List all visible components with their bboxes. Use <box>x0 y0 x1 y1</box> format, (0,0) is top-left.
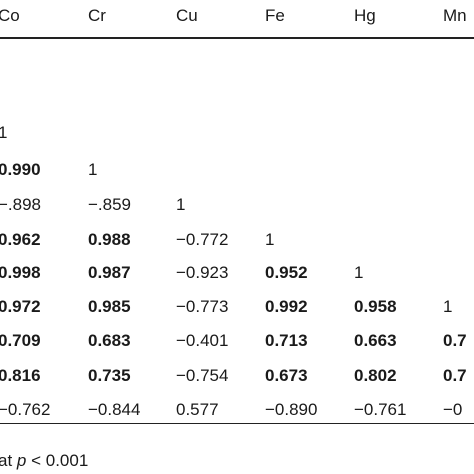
table-cell: −0.401 <box>176 331 229 350</box>
table-cell: 1 <box>265 230 275 249</box>
table-cell: 0.990 <box>0 160 41 179</box>
table-cell: −0.772 <box>176 230 229 249</box>
table-cell: −0.890 <box>265 400 318 419</box>
table-cell: −0.761 <box>354 400 407 419</box>
table-cell: 0.972 <box>0 297 41 316</box>
table-cell: −.898 <box>0 195 42 214</box>
column-header: Fe <box>265 6 285 25</box>
table-cell: 0.816 <box>0 366 41 385</box>
table-cell: 1 <box>354 263 364 282</box>
header-rule <box>0 37 474 39</box>
table-cell: −0.773 <box>176 297 229 316</box>
table-cell: 0.663 <box>354 331 397 350</box>
table-cell: 1 <box>443 297 453 316</box>
table-cell: −.859 <box>88 195 132 214</box>
table-cell: 0.673 <box>265 366 308 385</box>
table-cell: 1 <box>0 123 8 142</box>
footnote-italic: p <box>16 451 27 470</box>
table-cell: 0.962 <box>0 230 41 249</box>
table-cell: 0.802 <box>354 366 397 385</box>
table-cell: 0.958 <box>354 297 397 316</box>
footnote-text: at <box>0 451 13 470</box>
table-cell: 1 <box>88 160 98 179</box>
column-header: Cu <box>176 6 198 25</box>
column-header: Hg <box>354 6 376 25</box>
table-cell: 0.952 <box>265 263 308 282</box>
column-header: Mn <box>443 6 467 25</box>
table-cell: 0.713 <box>265 331 308 350</box>
table-cell: 0.985 <box>88 297 131 316</box>
table-cell: −0.844 <box>88 400 141 419</box>
table-cell: 0.735 <box>88 366 131 385</box>
table-cell: −0 <box>443 400 463 419</box>
table-cell: 0.992 <box>265 297 308 316</box>
column-header: Cr <box>88 6 106 25</box>
table-cell: 0.683 <box>88 331 131 350</box>
table-cell: 0.577 <box>176 400 219 419</box>
footnote-text: < 0.001 <box>26 451 89 470</box>
footnote: at p < 0.001 <box>0 451 88 471</box>
table-cell: 0.709 <box>0 331 41 350</box>
table-cell: 0.987 <box>88 263 131 282</box>
table-cell: 1 <box>176 195 186 214</box>
table-cell: 0.998 <box>0 263 41 282</box>
bottom-rule <box>0 423 474 424</box>
table-cell: 0.7 <box>443 331 467 350</box>
table-cell: −0.754 <box>176 366 229 385</box>
table-cell: −0.923 <box>176 263 229 282</box>
column-header: Co <box>0 6 20 25</box>
table-cell: 0.7 <box>443 366 467 385</box>
table-cell: 0.988 <box>88 230 131 249</box>
table-cell: −0.762 <box>0 400 51 419</box>
